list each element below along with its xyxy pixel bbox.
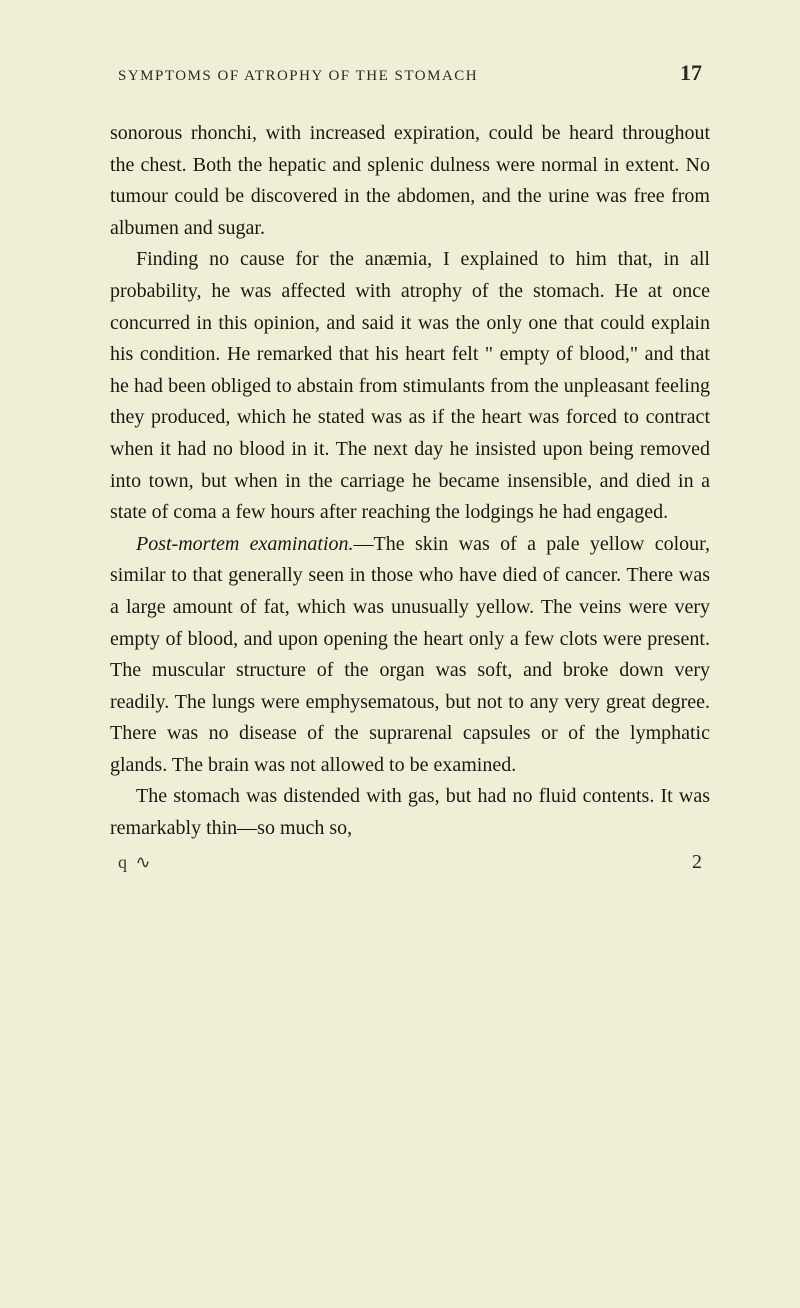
paragraph-4: The stomach was distended with gas, but …	[110, 781, 710, 844]
sheet-number: 2	[692, 851, 702, 874]
paragraph-1: sonorous rhonchi, with increased expirat…	[110, 118, 710, 244]
paragraph-3-rest: —The skin was of a pale yellow colour, s…	[110, 533, 710, 776]
body-text: sonorous rhonchi, with increased expirat…	[110, 118, 710, 845]
page-header: SYMPTOMS OF ATROPHY OF THE STOMACH 17	[110, 60, 710, 86]
page-number: 17	[680, 60, 702, 86]
running-title: SYMPTOMS OF ATROPHY OF THE STOMACH	[118, 68, 478, 85]
signature-mark: q ∿	[118, 852, 153, 873]
page-footer: q ∿ 2	[110, 851, 710, 874]
paragraph-2: Finding no cause for the anæmia, I expla…	[110, 244, 710, 528]
postmortem-italic: Post-mortem examination.	[136, 533, 354, 555]
paragraph-3: Post-mortem examination.—The skin was of…	[110, 529, 710, 782]
